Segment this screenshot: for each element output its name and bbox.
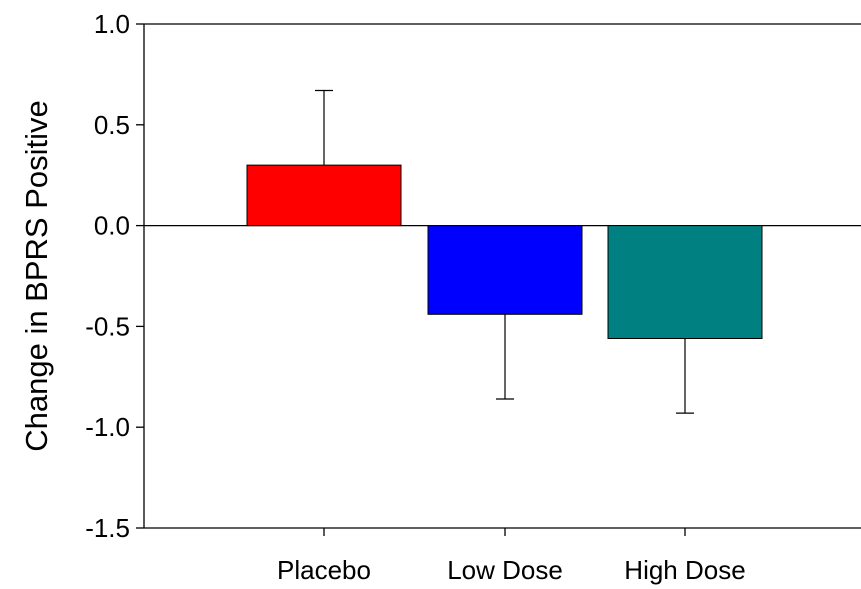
y-axis-title: Change in BPRS Positive bbox=[19, 100, 54, 452]
y-tick-label: 0.0 bbox=[94, 211, 130, 241]
x-category-label: Placebo bbox=[277, 555, 371, 585]
y-tick-label: 0.5 bbox=[94, 110, 130, 140]
bar bbox=[427, 225, 583, 315]
x-category-label: High Dose bbox=[624, 555, 745, 585]
labels: 1.0 0.5 0.0 -0.5 -1.0 -1.5 Placebo Low Dose High… bbox=[85, 9, 746, 585]
y-tick-label: -1.5 bbox=[85, 513, 130, 543]
bars bbox=[246, 89, 763, 414]
y-tick-label: -1.0 bbox=[85, 412, 130, 442]
bar bbox=[246, 164, 402, 227]
x-category-label: Low Dose bbox=[447, 555, 563, 585]
y-tick-label: 1.0 bbox=[94, 9, 130, 39]
bar bbox=[607, 225, 763, 339]
y-tick-label: -0.5 bbox=[85, 311, 130, 341]
